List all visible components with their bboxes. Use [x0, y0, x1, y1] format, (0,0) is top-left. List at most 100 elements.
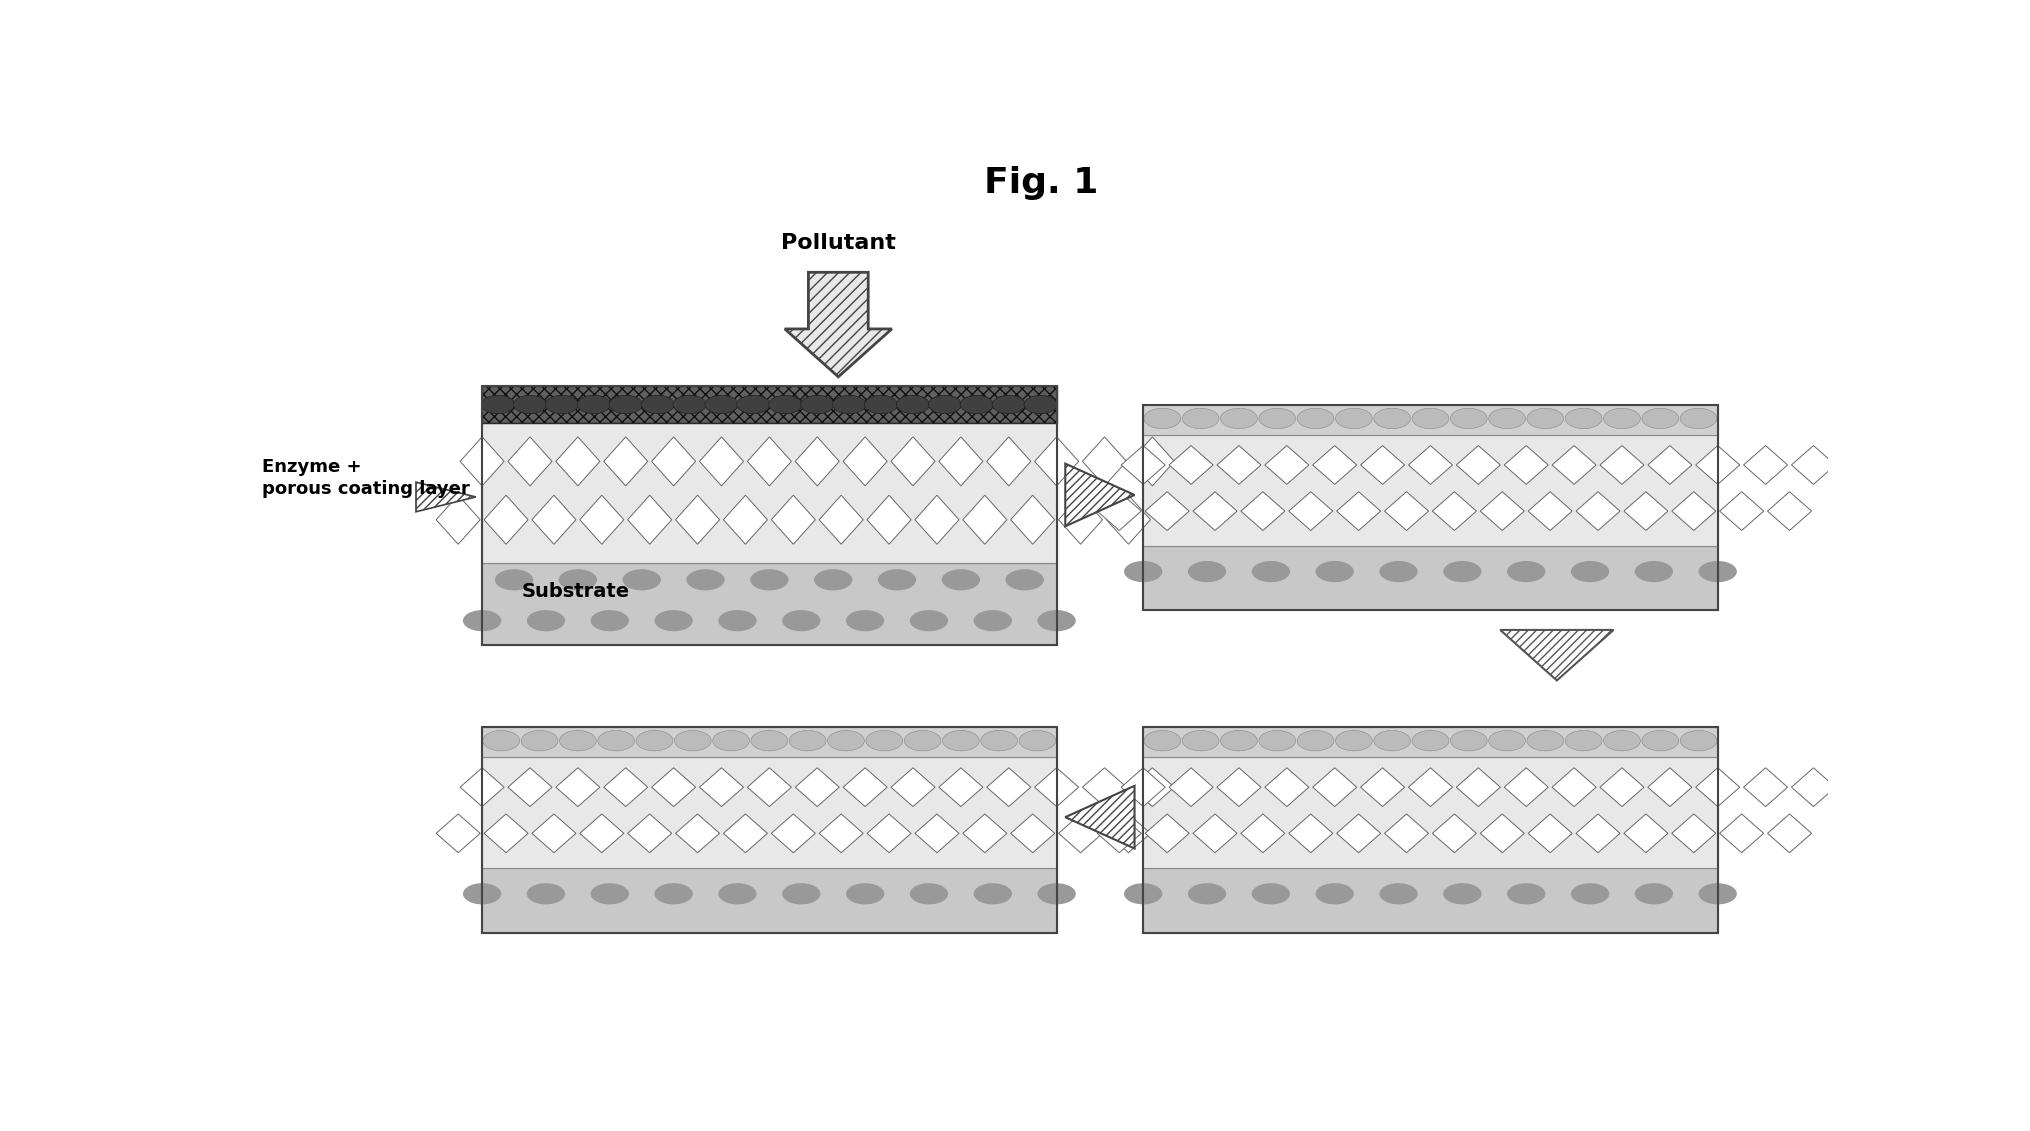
Polygon shape: [1431, 814, 1476, 853]
Circle shape: [609, 396, 641, 414]
Polygon shape: [938, 768, 983, 806]
Polygon shape: [652, 437, 696, 486]
Bar: [481, 727, 1056, 757]
Circle shape: [1378, 883, 1417, 905]
Polygon shape: [1145, 814, 1190, 853]
Polygon shape: [914, 495, 958, 544]
Bar: [481, 386, 1056, 423]
Polygon shape: [1790, 446, 1835, 484]
Bar: [481, 423, 1056, 563]
Polygon shape: [1082, 437, 1127, 486]
Polygon shape: [676, 814, 719, 853]
Circle shape: [1697, 883, 1736, 905]
Circle shape: [877, 569, 916, 590]
Circle shape: [591, 610, 629, 631]
Circle shape: [1569, 883, 1608, 905]
Circle shape: [713, 731, 749, 751]
Circle shape: [1443, 883, 1480, 905]
Polygon shape: [796, 437, 838, 486]
Circle shape: [1336, 731, 1372, 751]
Circle shape: [767, 396, 802, 414]
Circle shape: [558, 731, 597, 751]
Bar: [481, 727, 1056, 933]
Polygon shape: [1265, 446, 1307, 484]
Polygon shape: [938, 437, 983, 486]
Polygon shape: [416, 482, 475, 511]
Polygon shape: [1671, 492, 1715, 530]
Polygon shape: [818, 495, 863, 544]
Bar: [1143, 546, 1717, 611]
Circle shape: [782, 610, 820, 631]
Polygon shape: [652, 768, 696, 806]
Circle shape: [1527, 408, 1563, 429]
Polygon shape: [1600, 768, 1642, 806]
Circle shape: [1679, 408, 1715, 429]
Circle shape: [1019, 731, 1056, 751]
Polygon shape: [579, 814, 623, 853]
Circle shape: [1449, 408, 1486, 429]
Circle shape: [865, 396, 897, 414]
Polygon shape: [698, 437, 743, 486]
Circle shape: [1143, 408, 1179, 429]
Polygon shape: [1646, 446, 1691, 484]
Polygon shape: [1336, 814, 1380, 853]
Circle shape: [1506, 561, 1545, 582]
Circle shape: [1315, 561, 1354, 582]
Circle shape: [1449, 731, 1486, 751]
Polygon shape: [1456, 446, 1500, 484]
Bar: [1143, 405, 1717, 435]
Polygon shape: [1336, 492, 1380, 530]
Circle shape: [591, 883, 629, 905]
Polygon shape: [1790, 768, 1835, 806]
Circle shape: [672, 396, 706, 414]
Polygon shape: [1096, 492, 1141, 530]
Circle shape: [1188, 561, 1226, 582]
Circle shape: [1259, 731, 1295, 751]
Circle shape: [1527, 731, 1563, 751]
Polygon shape: [1360, 768, 1405, 806]
Polygon shape: [579, 495, 623, 544]
Circle shape: [544, 396, 579, 414]
Circle shape: [1604, 408, 1640, 429]
Polygon shape: [891, 768, 934, 806]
Circle shape: [577, 396, 611, 414]
Circle shape: [1123, 883, 1161, 905]
Circle shape: [1565, 731, 1602, 751]
Polygon shape: [1192, 492, 1236, 530]
Polygon shape: [747, 437, 792, 486]
Circle shape: [1220, 408, 1257, 429]
Circle shape: [526, 883, 564, 905]
Circle shape: [1411, 731, 1447, 751]
Circle shape: [623, 569, 660, 590]
Circle shape: [1250, 561, 1289, 582]
Circle shape: [909, 883, 948, 905]
Bar: [481, 563, 1056, 645]
Polygon shape: [436, 495, 479, 544]
Polygon shape: [842, 437, 887, 486]
Polygon shape: [1033, 437, 1078, 486]
Bar: [1143, 727, 1717, 933]
Polygon shape: [771, 495, 814, 544]
Polygon shape: [1504, 768, 1547, 806]
Polygon shape: [676, 495, 719, 544]
Polygon shape: [784, 273, 891, 377]
Circle shape: [495, 569, 534, 590]
Polygon shape: [1527, 814, 1571, 853]
Circle shape: [1378, 561, 1417, 582]
Polygon shape: [532, 495, 577, 544]
Polygon shape: [914, 814, 958, 853]
Polygon shape: [556, 768, 599, 806]
Circle shape: [1565, 408, 1602, 429]
Bar: [1143, 405, 1717, 611]
Polygon shape: [436, 814, 479, 853]
Polygon shape: [1766, 814, 1811, 853]
Bar: [481, 867, 1056, 933]
Polygon shape: [483, 814, 528, 853]
Polygon shape: [1407, 446, 1451, 484]
Polygon shape: [1131, 437, 1173, 486]
Circle shape: [972, 610, 1011, 631]
Polygon shape: [818, 814, 863, 853]
Circle shape: [686, 569, 725, 590]
Polygon shape: [1695, 768, 1740, 806]
Circle shape: [1679, 731, 1715, 751]
